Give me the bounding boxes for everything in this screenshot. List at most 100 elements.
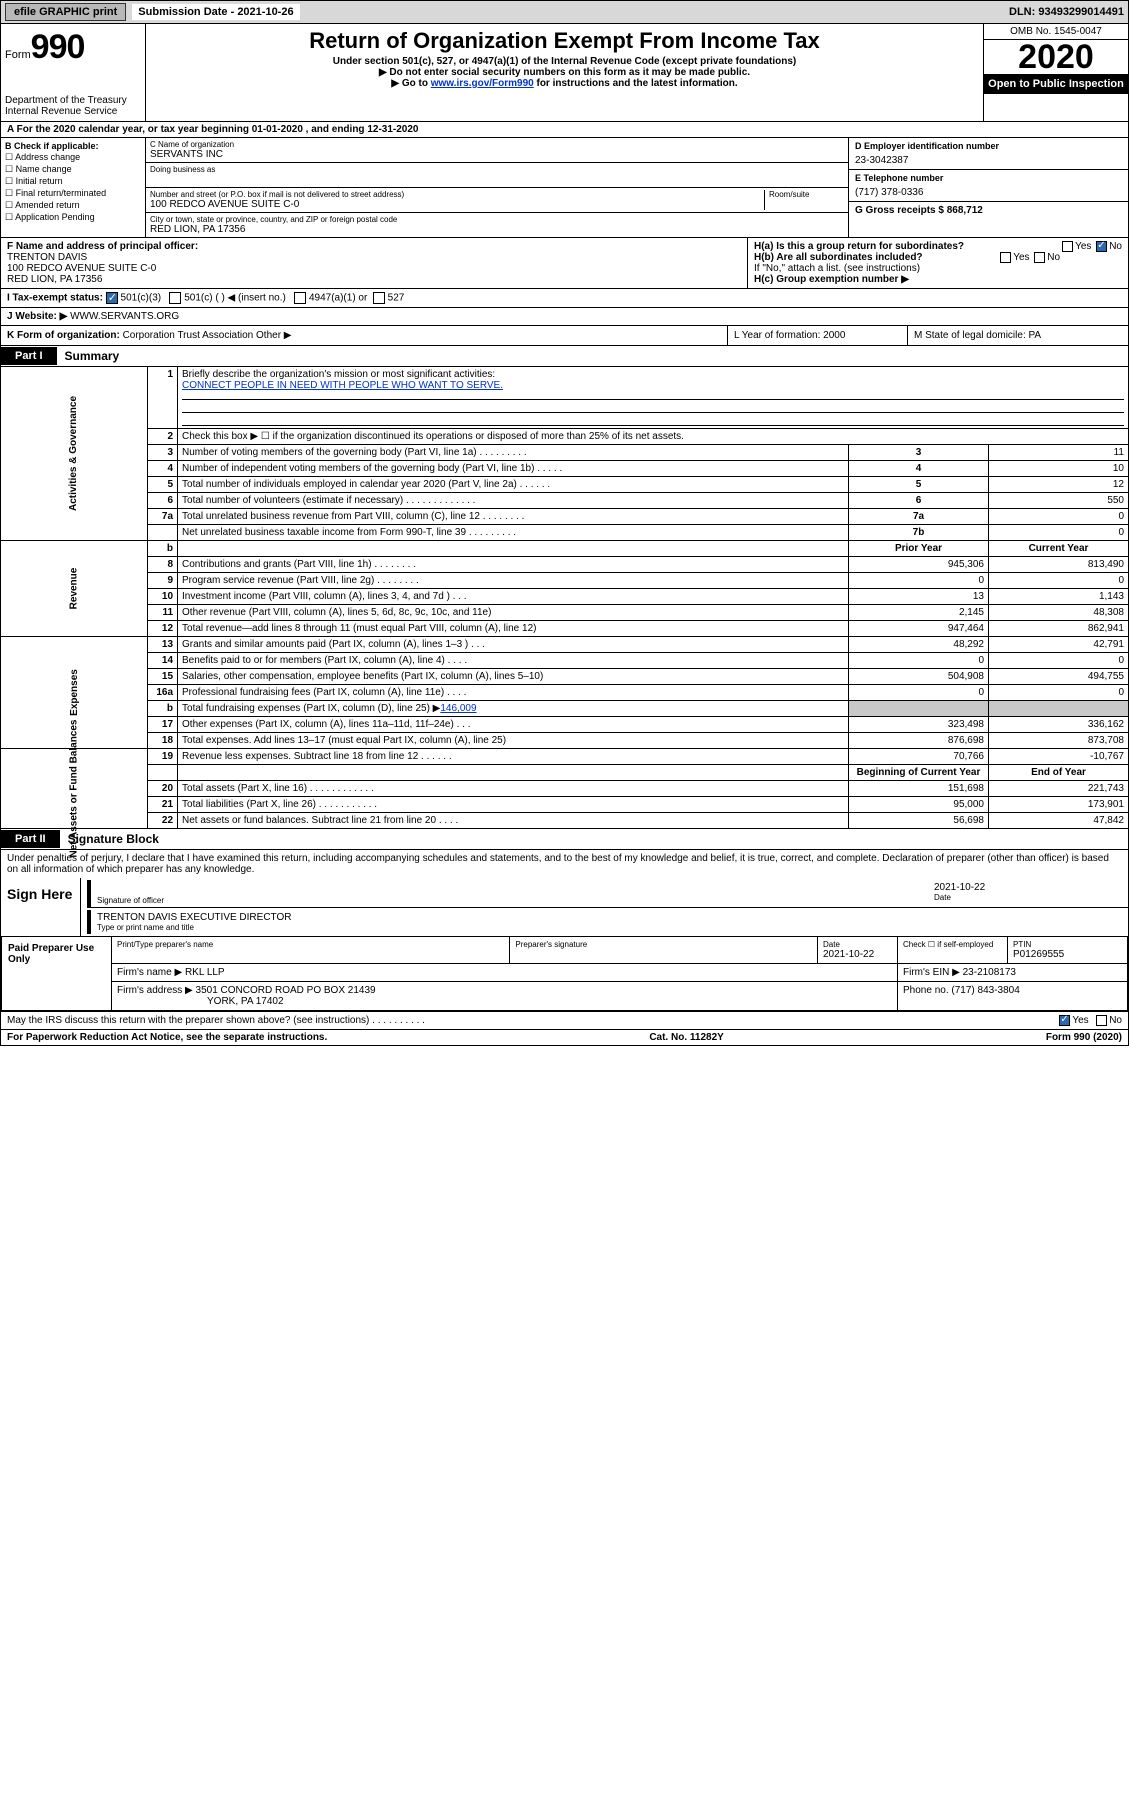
perjury-text: Under penalties of perjury, I declare th… <box>1 850 1128 878</box>
firm-name: Firm's name ▶ RKL LLP <box>112 964 898 982</box>
hb-yes[interactable] <box>1000 252 1011 263</box>
c13: 42,791 <box>989 637 1129 653</box>
line-6: Total number of volunteers (estimate if … <box>178 493 849 509</box>
e20: 221,743 <box>989 781 1129 797</box>
p16a: 0 <box>849 685 989 701</box>
p9: 0 <box>849 573 989 589</box>
ha-no[interactable] <box>1096 241 1107 252</box>
row-j-website: J Website: ▶ WWW.SERVANTS.ORG <box>0 308 1129 326</box>
gray16b-p <box>849 701 989 717</box>
line-15: Salaries, other compensation, employee b… <box>178 669 849 685</box>
col-c-org-info: C Name of organization SERVANTS INC Doin… <box>146 138 848 237</box>
row-klm: K Form of organization: Corporation Trus… <box>0 326 1129 346</box>
line-18: Total expenses. Add lines 13–17 (must eq… <box>178 733 849 749</box>
hdr-beg: Beginning of Current Year <box>849 765 989 781</box>
ha-yes[interactable] <box>1062 241 1073 252</box>
chk-name[interactable]: ☐ Name change <box>5 164 141 175</box>
header-center: Return of Organization Exempt From Incom… <box>146 24 983 121</box>
c16a: 0 <box>989 685 1129 701</box>
gray16b-c <box>989 701 1129 717</box>
city-label: City or town, state or province, country… <box>150 215 844 224</box>
idx: 7b <box>849 525 989 541</box>
sig-date-label: Date <box>934 893 1122 902</box>
chk-527[interactable] <box>373 292 385 304</box>
part1-header: Part I Summary <box>0 346 1129 367</box>
p12: 947,464 <box>849 621 989 637</box>
ha-label: H(a) Is this a group return for subordin… <box>754 241 964 252</box>
line-17: Other expenses (Part IX, column (A), lin… <box>178 717 849 733</box>
side-revenue: Revenue <box>1 541 148 637</box>
line-num <box>148 525 178 541</box>
line-7a: Total unrelated business revenue from Pa… <box>178 509 849 525</box>
line-1: Briefly describe the organization's miss… <box>178 367 1129 429</box>
year-formation: L Year of formation: 2000 <box>728 326 908 345</box>
c18: 873,708 <box>989 733 1129 749</box>
addr-label: Number and street (or P.O. box if mail i… <box>150 190 764 199</box>
header-left: Form990 Department of the Treasury Inter… <box>1 24 146 121</box>
chk-501c[interactable] <box>169 292 181 304</box>
hb-no[interactable] <box>1034 252 1045 263</box>
line-22: Net assets or fund balances. Subtract li… <box>178 813 849 829</box>
chk-amended[interactable]: ☐ Amended return <box>5 200 141 211</box>
chk-final[interactable]: ☐ Final return/terminated <box>5 188 141 199</box>
org-name-label: C Name of organization <box>150 140 844 149</box>
officer-addr2: RED LION, PA 17356 <box>7 274 102 285</box>
discuss-no[interactable] <box>1096 1015 1107 1026</box>
gross-receipts: G Gross receipts $ 868,712 <box>855 205 983 216</box>
line-10: Investment income (Part VIII, column (A)… <box>178 589 849 605</box>
officer-addr1: 100 REDCO AVENUE SUITE C-0 <box>7 263 156 274</box>
col-b-title: B Check if applicable: <box>5 141 99 151</box>
line-14: Benefits paid to or for members (Part IX… <box>178 653 849 669</box>
line-8: Contributions and grants (Part VIII, lin… <box>178 557 849 573</box>
efile-button[interactable]: efile GRAPHIC print <box>5 3 126 21</box>
prep-sig-label: Preparer's signature <box>510 937 818 964</box>
e22: 47,842 <box>989 813 1129 829</box>
line-blank <box>178 541 849 557</box>
paid-preparer-label: Paid Preparer Use Only <box>2 937 112 1011</box>
footer-right: Form 990 (2020) <box>1046 1032 1122 1043</box>
p8: 945,306 <box>849 557 989 573</box>
discuss-yes[interactable] <box>1059 1015 1070 1026</box>
line-num: b <box>148 541 178 557</box>
chk-501c3[interactable] <box>106 292 118 304</box>
chk-pending[interactable]: ☐ Application Pending <box>5 212 141 223</box>
chk-initial[interactable]: ☐ Initial return <box>5 176 141 187</box>
line-12: Total revenue—add lines 8 through 11 (mu… <box>178 621 849 637</box>
part1-title: Summary <box>57 346 128 366</box>
line-13: Grants and similar amounts paid (Part IX… <box>178 637 849 653</box>
website-value: WWW.SERVANTS.ORG <box>70 311 179 322</box>
line-7b: Net unrelated business taxable income fr… <box>178 525 849 541</box>
line-16b: Total fundraising expenses (Part IX, col… <box>178 701 849 717</box>
c14: 0 <box>989 653 1129 669</box>
row-i-tax-status: I Tax-exempt status: 501(c)(3) 501(c) ( … <box>0 289 1129 308</box>
city-state-zip: RED LION, PA 17356 <box>150 224 844 235</box>
section-bcde: B Check if applicable: ☐ Address change … <box>0 138 1129 238</box>
submission-date: Submission Date - 2021-10-26 <box>132 4 299 20</box>
prep-name-label: Print/Type preparer's name <box>112 937 510 964</box>
line-num: 6 <box>148 493 178 509</box>
form-title: Return of Organization Exempt From Incom… <box>152 28 977 54</box>
part2-header: Part II Signature Block <box>0 829 1129 850</box>
line-num: 3 <box>148 445 178 461</box>
c9: 0 <box>989 573 1129 589</box>
chk-4947[interactable] <box>294 292 306 304</box>
line-16a: Professional fundraising fees (Part IX, … <box>178 685 849 701</box>
val-5: 12 <box>989 477 1129 493</box>
dba-label: Doing business as <box>150 165 844 174</box>
open-public-badge: Open to Public Inspection <box>984 74 1128 94</box>
side-net-assets: Net Assets or Fund Balances <box>1 749 148 829</box>
c12: 862,941 <box>989 621 1129 637</box>
p18: 876,698 <box>849 733 989 749</box>
tax-status-label: I Tax-exempt status: <box>7 293 103 304</box>
form-header: Form990 Department of the Treasury Inter… <box>0 24 1129 122</box>
chk-address[interactable]: ☐ Address change <box>5 152 141 163</box>
signature-block: Under penalties of perjury, I declare th… <box>0 850 1129 1030</box>
header-right: OMB No. 1545-0047 2020 Open to Public In… <box>983 24 1128 121</box>
phone-value: (717) 378-0336 <box>855 183 1122 198</box>
org-name: SERVANTS INC <box>150 149 844 160</box>
mission-text: CONNECT PEOPLE IN NEED WITH PEOPLE WHO W… <box>182 380 503 391</box>
col-f-officer: F Name and address of principal officer:… <box>1 238 748 288</box>
c15: 494,755 <box>989 669 1129 685</box>
line-num: 4 <box>148 461 178 477</box>
irs-link[interactable]: www.irs.gov/Form990 <box>431 78 534 89</box>
